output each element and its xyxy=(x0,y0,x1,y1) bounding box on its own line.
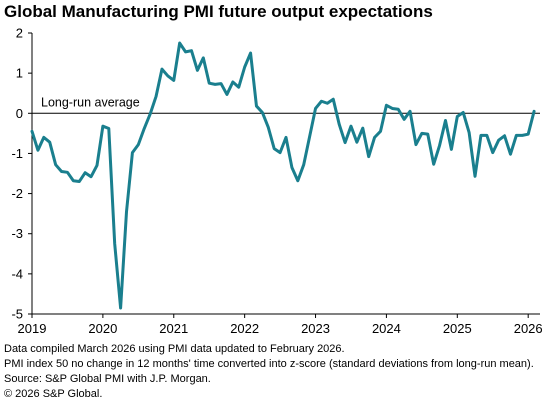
y-tick-label: -1 xyxy=(11,146,23,161)
footnote-data-compiled: Data compiled March 2026 using PMI data … xyxy=(4,343,345,355)
y-tick-label: -2 xyxy=(11,186,23,201)
footnote-copyright: © 2026 S&P Global. xyxy=(4,388,102,400)
x-tick-label: 2026 xyxy=(514,321,543,336)
y-tick-label: 1 xyxy=(16,66,23,81)
y-tick-label: 0 xyxy=(16,106,23,121)
x-tick-label: 2021 xyxy=(159,321,188,336)
y-tick-label: 2 xyxy=(16,26,23,41)
y-tick-label: -3 xyxy=(11,226,23,241)
footnote-methodology: PMI index 50 no change in 12 months' tim… xyxy=(4,358,534,370)
x-tick-label: 2020 xyxy=(88,321,117,336)
x-tick-label: 2024 xyxy=(372,321,401,336)
x-tick-label: 2019 xyxy=(18,321,47,336)
reference-line-label: Long-run average xyxy=(41,95,140,109)
series-group xyxy=(32,43,534,308)
series-line-0 xyxy=(32,43,534,308)
x-tick-label: 2023 xyxy=(301,321,330,336)
y-tick-label: -5 xyxy=(11,307,23,322)
x-tick-label: 2022 xyxy=(230,321,259,336)
x-tick-label: 2025 xyxy=(443,321,472,336)
reference-group: Long-run average xyxy=(32,95,540,113)
y-tick-label: -4 xyxy=(11,266,23,281)
footnote-source: Source: S&P Global PMI with J.P. Morgan. xyxy=(4,373,211,385)
